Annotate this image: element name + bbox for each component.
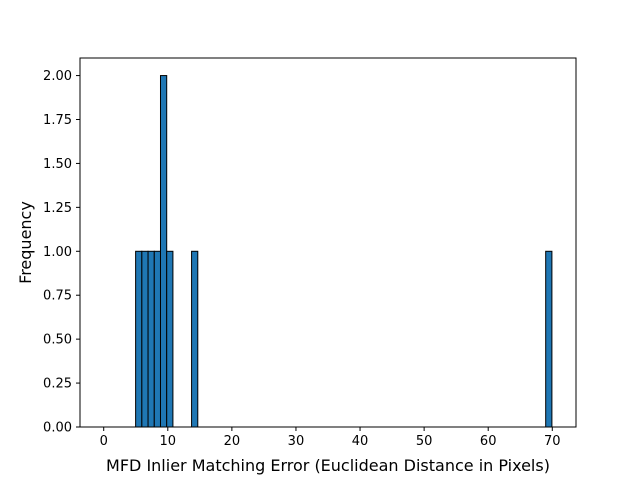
- histogram-bar: [135, 250, 143, 428]
- bars-layer: [135, 75, 553, 428]
- y-tick-label: 1.50: [43, 157, 72, 172]
- x-tick-label: 20: [224, 434, 241, 449]
- histogram-bar: [191, 250, 199, 428]
- x-tick-label: 10: [160, 434, 177, 449]
- y-tick-label: 1.25: [43, 201, 72, 216]
- histogram-bar: [545, 250, 553, 428]
- x-tick-label: 60: [480, 434, 497, 449]
- y-axis-ticks: 0.00 0.25 0.50 0.75 1.00 1.25 1.50 1.75 2.00: [43, 69, 80, 436]
- histogram-bar: [141, 250, 149, 428]
- x-tick-label: 40: [352, 434, 369, 449]
- histogram-bar: [166, 250, 174, 428]
- x-tick-label: 70: [544, 434, 561, 449]
- y-tick-label: 2.00: [43, 69, 72, 84]
- y-tick-label: 0.50: [43, 333, 72, 348]
- y-tick-label: 0.75: [43, 289, 72, 304]
- y-tick-label: 0.25: [43, 377, 72, 392]
- histogram-bar: [153, 250, 161, 428]
- y-tick-label: 1.75: [43, 113, 72, 128]
- y-axis-label: Frequency: [16, 201, 35, 284]
- x-tick-label: 50: [416, 434, 433, 449]
- x-axis-ticks: 0 10 20 30 40 50 60 70: [100, 427, 561, 449]
- x-tick-label: 30: [288, 434, 305, 449]
- histogram-bar: [159, 75, 168, 428]
- histogram-bar: [147, 250, 155, 428]
- y-tick-label: 0.00: [43, 421, 72, 436]
- x-axis-label: MFD Inlier Matching Error (Euclidean Dis…: [106, 456, 550, 475]
- x-tick-label: 0: [100, 434, 108, 449]
- y-tick-label: 1.00: [43, 245, 72, 260]
- plot-frame: [79, 57, 577, 428]
